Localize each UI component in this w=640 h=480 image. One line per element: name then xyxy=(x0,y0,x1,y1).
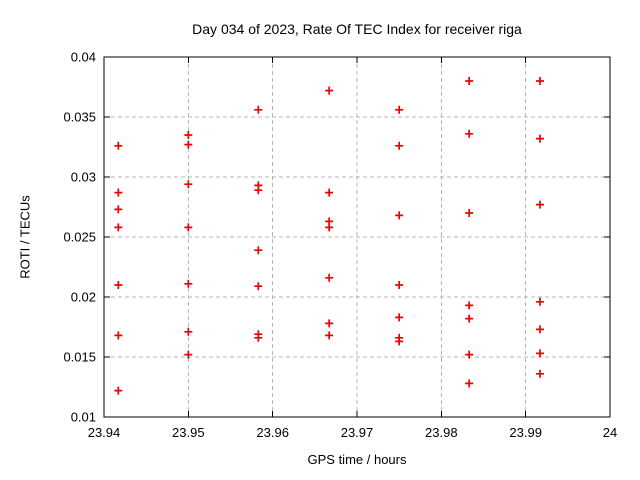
data-point-marker xyxy=(184,140,193,149)
data-point-marker xyxy=(465,209,474,217)
data-point-marker xyxy=(536,297,545,306)
data-point-marker xyxy=(465,129,474,138)
x-tick-label: 24 xyxy=(603,425,617,440)
data-point-marker xyxy=(395,141,404,150)
data-point-marker xyxy=(184,327,193,336)
data-point-marker xyxy=(114,386,123,395)
data-point-marker xyxy=(254,333,263,342)
data-point-marker xyxy=(465,350,474,359)
x-tick-label: 23.99 xyxy=(509,425,542,440)
data-point-marker xyxy=(184,131,193,139)
data-point-marker xyxy=(536,349,545,358)
y-tick-label: 0.035 xyxy=(63,110,96,125)
y-tick-label: 0.02 xyxy=(71,290,96,305)
data-point-marker xyxy=(395,211,404,220)
y-tick-label: 0.025 xyxy=(63,230,96,245)
x-tick-label: 23.95 xyxy=(172,425,205,440)
data-point-marker xyxy=(254,282,263,291)
data-point-marker xyxy=(184,279,193,288)
data-point-marker xyxy=(184,350,193,359)
data-point-marker xyxy=(254,246,263,255)
data-point-marker xyxy=(465,77,474,85)
data-point-marker xyxy=(325,331,334,340)
data-point-marker xyxy=(325,273,334,282)
data-point-marker xyxy=(114,331,123,340)
chart-title: Day 034 of 2023, Rate Of TEC Index for r… xyxy=(192,21,522,37)
data-point-marker xyxy=(114,141,123,150)
data-point-marker xyxy=(536,77,545,85)
y-tick-label: 0.04 xyxy=(71,50,96,65)
data-point-marker xyxy=(395,281,404,289)
data-point-marker xyxy=(395,313,404,322)
data-point-marker xyxy=(325,319,334,328)
data-point-marker xyxy=(254,186,263,195)
x-tick-label: 23.98 xyxy=(425,425,458,440)
x-axis-label: GPS time / hours xyxy=(307,452,407,467)
data-point-marker xyxy=(254,105,263,114)
data-point-marker xyxy=(536,200,545,209)
data-point-marker xyxy=(465,379,474,388)
data-point-marker xyxy=(395,105,404,114)
data-point-marker xyxy=(465,314,474,323)
data-point-marker xyxy=(114,223,123,232)
y-tick-label: 0.01 xyxy=(71,410,96,425)
x-tick-label: 23.96 xyxy=(256,425,289,440)
x-tick-label: 23.94 xyxy=(88,425,121,440)
y-tick-label: 0.015 xyxy=(63,350,96,365)
data-point-marker xyxy=(325,86,334,95)
data-point-marker xyxy=(536,325,545,334)
data-point-marker xyxy=(114,188,123,197)
data-point-marker xyxy=(325,223,334,232)
data-point-marker xyxy=(325,188,334,197)
data-point-marker xyxy=(465,301,474,310)
data-point-marker xyxy=(114,205,123,214)
y-tick-label: 0.03 xyxy=(71,170,96,185)
data-point-marker xyxy=(536,134,545,143)
data-point-marker xyxy=(184,180,193,189)
data-point-marker xyxy=(114,281,123,289)
data-point-marker xyxy=(184,223,193,232)
data-point-marker xyxy=(536,369,545,378)
data-point-marker xyxy=(395,337,404,346)
x-tick-label: 23.97 xyxy=(341,425,374,440)
